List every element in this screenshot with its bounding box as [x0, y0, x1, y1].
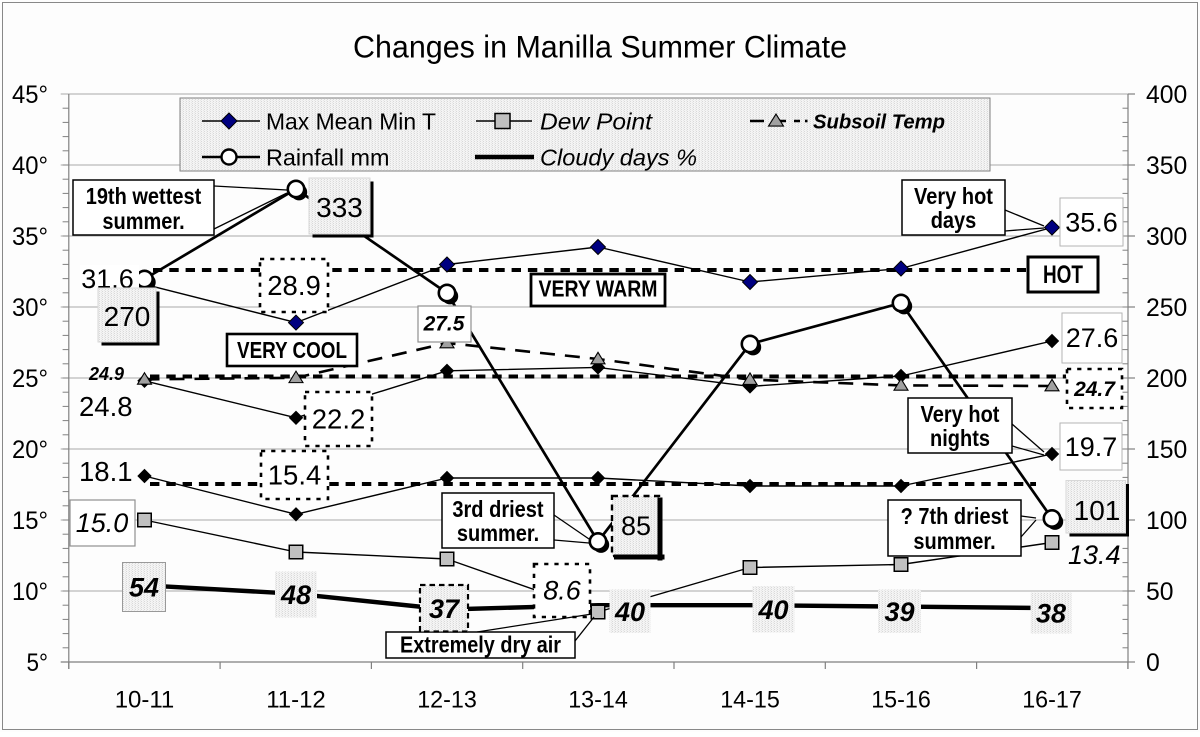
- svg-text:400: 400: [1146, 81, 1187, 109]
- svg-text:40: 40: [614, 597, 645, 627]
- svg-text:VERY WARM: VERY WARM: [539, 276, 658, 302]
- svg-text:Very hot: Very hot: [914, 183, 993, 209]
- svg-text:40°: 40°: [12, 152, 48, 180]
- svg-text:27.5: 27.5: [423, 313, 465, 336]
- svg-text:Very hot: Very hot: [921, 401, 1000, 427]
- svg-text:35°: 35°: [12, 223, 48, 251]
- svg-text:37: 37: [429, 594, 461, 624]
- svg-text:Rainfall mm: Rainfall mm: [266, 145, 390, 171]
- svg-text:15.4: 15.4: [268, 460, 322, 491]
- svg-text:300: 300: [1146, 223, 1187, 251]
- svg-text:11-12: 11-12: [266, 687, 326, 714]
- svg-text:20°: 20°: [12, 436, 48, 464]
- svg-text:summer.: summer.: [102, 208, 184, 234]
- svg-text:Subsoil Temp: Subsoil Temp: [813, 111, 945, 134]
- svg-text:summer.: summer.: [457, 520, 539, 546]
- svg-text:270: 270: [104, 301, 151, 332]
- svg-text:nights: nights: [930, 425, 990, 451]
- svg-text:25°: 25°: [12, 365, 48, 393]
- svg-text:HOT: HOT: [1043, 261, 1083, 289]
- svg-text:39: 39: [884, 597, 914, 627]
- svg-text:45°: 45°: [12, 81, 48, 109]
- svg-text:5°: 5°: [27, 649, 49, 677]
- svg-text:24.8: 24.8: [79, 391, 133, 422]
- svg-text:100: 100: [1146, 507, 1187, 535]
- svg-text:50: 50: [1146, 578, 1174, 606]
- svg-text:200: 200: [1146, 365, 1187, 393]
- svg-text:Max Mean Min T: Max Mean Min T: [266, 109, 436, 135]
- svg-text:Extremely dry air: Extremely dry air: [400, 632, 561, 658]
- svg-text:15.0: 15.0: [76, 508, 129, 538]
- svg-text:333: 333: [316, 192, 363, 223]
- svg-text:19th wettest: 19th wettest: [86, 183, 202, 209]
- svg-text:40: 40: [757, 595, 788, 625]
- svg-text:13.4: 13.4: [1068, 540, 1121, 570]
- svg-text:24.7: 24.7: [1073, 378, 1116, 401]
- svg-text:16-17: 16-17: [1022, 687, 1082, 714]
- svg-text:48: 48: [280, 580, 311, 610]
- svg-text:24.9: 24.9: [88, 364, 124, 384]
- svg-text:10-11: 10-11: [115, 687, 175, 714]
- svg-text:Cloudy days %: Cloudy days %: [540, 145, 697, 171]
- svg-text:3rd driest: 3rd driest: [452, 496, 543, 522]
- svg-text:28.9: 28.9: [267, 270, 321, 301]
- svg-text:30°: 30°: [12, 294, 48, 322]
- svg-text:150: 150: [1146, 436, 1187, 464]
- svg-text:35.6: 35.6: [1065, 208, 1118, 238]
- svg-text:15°: 15°: [12, 507, 48, 535]
- svg-text:250: 250: [1146, 294, 1187, 322]
- svg-text:0: 0: [1146, 649, 1160, 677]
- svg-text:VERY COOL: VERY COOL: [237, 337, 347, 363]
- svg-text:350: 350: [1146, 152, 1187, 180]
- svg-text:38: 38: [1036, 599, 1066, 629]
- svg-text:Changes in Manilla Summer Clim: Changes in Manilla Summer Climate: [353, 29, 847, 65]
- svg-text:? 7th driest: ? 7th driest: [901, 503, 1009, 529]
- svg-text:85: 85: [621, 511, 651, 541]
- svg-text:Dew Point: Dew Point: [540, 109, 654, 135]
- svg-text:101: 101: [1074, 495, 1121, 526]
- svg-text:10°: 10°: [12, 578, 48, 606]
- svg-text:days: days: [931, 207, 977, 233]
- svg-text:summer.: summer.: [913, 528, 995, 554]
- svg-text:14-15: 14-15: [720, 687, 780, 714]
- svg-text:12-13: 12-13: [417, 687, 477, 714]
- svg-text:8.6: 8.6: [543, 576, 582, 606]
- svg-text:13-14: 13-14: [568, 687, 628, 714]
- svg-text:54: 54: [129, 573, 159, 603]
- svg-text:15-16: 15-16: [871, 687, 931, 714]
- svg-text:19.7: 19.7: [1065, 432, 1118, 462]
- svg-text:18.1: 18.1: [79, 456, 133, 487]
- svg-text:27.6: 27.6: [1066, 323, 1119, 353]
- svg-text:22.2: 22.2: [312, 404, 366, 435]
